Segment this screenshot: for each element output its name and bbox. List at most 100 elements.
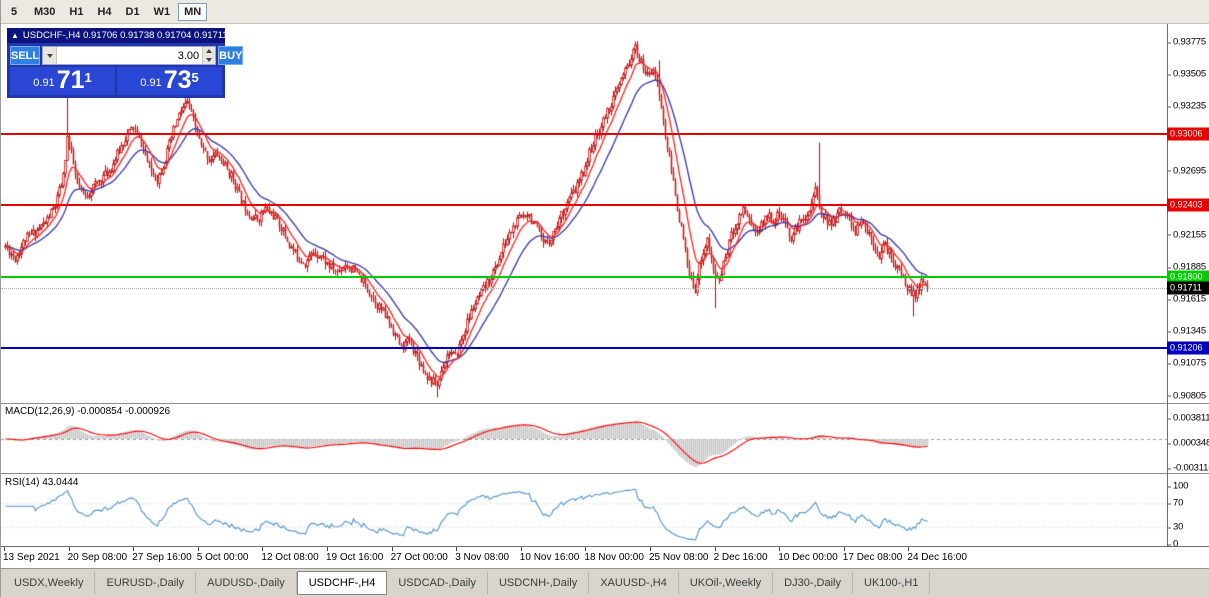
timeframe-button-5[interactable]: 5: [10, 5, 18, 18]
time-axis-label: 2 Dec 16:00: [713, 552, 768, 563]
time-axis-label: 3 Nov 08:00: [455, 552, 510, 563]
timeframe-button-mn[interactable]: MN: [178, 2, 208, 21]
time-axis-label: 20 Sep 08:00: [67, 552, 128, 563]
time-axis-label: 27 Sep 16:00: [132, 552, 192, 563]
one-click-trading-panel: ▲ USDCHF-,H4 0.91706 0.91738 0.91704 0.9…: [7, 28, 244, 98]
ask-price-display[interactable]: 0.91 73 5: [115, 67, 222, 95]
price-axis-label: 0.91075: [1167, 357, 1206, 369]
time-axis-tick: [779, 547, 781, 551]
time-axis-tick: [197, 547, 199, 551]
time-axis-label: 5 Oct 00:00: [196, 552, 249, 563]
arrow-down-icon: [206, 57, 213, 62]
time-axis-tick: [327, 547, 328, 551]
time-axis-tick: [908, 547, 910, 551]
collapse-panel-icon[interactable]: ▲: [11, 30, 19, 40]
macd-indicator-label: MACD(12,26,9) -0.000854 -0.000926: [5, 406, 171, 417]
timeframe-button-h4[interactable]: H4: [97, 5, 112, 18]
macd-panel-canvas[interactable]: [1, 404, 1167, 473]
price-axis-border[interactable]: [1167, 24, 1168, 546]
time-axis-tick: [133, 547, 135, 551]
time-axis-tick: [68, 547, 70, 551]
price-tag-support-blue: 0.91206: [1167, 341, 1209, 355]
price-axis-label: 0.92425: [1167, 197, 1206, 209]
chart-tab-dj30-daily[interactable]: DJ30-,Daily: [773, 572, 854, 594]
chart-tab-usdcad-daily[interactable]: USDCAD-,Daily: [387, 572, 488, 594]
trade-panel-body: SELL BUY 0.91 71 1 0.91: [7, 43, 244, 98]
rsi-axis-label: 70: [1166, 497, 1184, 509]
timeframe-button-m30[interactable]: M30: [34, 5, 56, 18]
sell-button[interactable]: SELL: [10, 46, 41, 65]
time-axis-tick: [585, 547, 587, 551]
volume-dropdown-button[interactable]: [43, 47, 58, 64]
time-axis-label: 10 Nov 16:00: [519, 552, 580, 563]
time-axis-tick: [520, 547, 522, 551]
rsi-indicator-label: RSI(14) 43.0444: [5, 477, 79, 488]
chart-tab-xauusd-h4[interactable]: XAUUSD-,H4: [589, 572, 679, 594]
timeframe-toolbar: 5 M30 H1 H4 D1 W1 MN: [1, 0, 1209, 24]
chart-tab-uk100-h1[interactable]: UK100-,H1: [853, 572, 931, 594]
price-tag-resistance-upper: 0.93006: [1167, 127, 1209, 141]
volume-up-button[interactable]: [203, 47, 216, 56]
macd-panel-separator[interactable]: [1, 403, 1209, 404]
chart-tab-usdx-weekly[interactable]: USDX,Weekly: [3, 572, 96, 594]
chevron-down-icon: [46, 53, 53, 58]
timeframe-button-w1[interactable]: W1: [153, 5, 171, 18]
price-axis-label: 0.93505: [1167, 68, 1206, 80]
rsi-panel-canvas[interactable]: [1, 474, 1167, 546]
price-axis-label: 0.90805: [1167, 390, 1206, 402]
macd-axis-label: 0.003811: [1166, 412, 1209, 424]
timeframe-button-h1[interactable]: H1: [69, 5, 84, 18]
rsi-axis-label: 30: [1166, 521, 1184, 533]
bid-price-big-digits: 71: [56, 66, 85, 94]
chart-tab-usdchf-h4[interactable]: USDCHF-,H4: [296, 571, 388, 595]
macd-axis-label: 0.000348: [1166, 438, 1209, 449]
chart-tab-ukoil-weekly[interactable]: UKOil-,Weekly: [679, 572, 774, 594]
time-axis-tick: [456, 547, 458, 551]
buy-button[interactable]: BUY: [218, 46, 244, 65]
time-axis[interactable]: 13 Sep 2021 20 Sep 08:00 27 Sep 16:00 5 Oct…: [1, 546, 1209, 568]
time-axis-label: 17 Dec 08:00: [842, 552, 903, 563]
time-axis-label: 25 Nov 08:00: [649, 552, 709, 563]
time-axis-tick: [4, 547, 5, 551]
rsi-axis-label: 100: [1166, 480, 1189, 492]
time-axis-label: 18 Nov 00:00: [584, 552, 644, 563]
price-axis-label: 0.91885: [1167, 261, 1206, 273]
ask-price-prefix: 0.91: [140, 77, 162, 89]
bid-price-pipette: 1: [84, 70, 92, 85]
time-axis-tick: [843, 547, 845, 551]
time-axis-label: 10 Dec 00:00: [778, 552, 838, 563]
time-axis-label: 13 Sep 2021: [3, 552, 60, 563]
time-axis-label: 27 Oct 00:00: [390, 552, 448, 563]
time-axis-tick: [650, 547, 651, 551]
bid-price-prefix: 0.91: [33, 77, 55, 89]
time-axis-tick: [391, 547, 393, 551]
time-axis-label: 12 Oct 08:00: [261, 552, 319, 563]
price-tag-support-green: 0.91800: [1167, 270, 1209, 284]
price-axis-label: 0.93235: [1167, 100, 1206, 112]
price-axis-label: 0.93775: [1167, 36, 1206, 48]
price-tag-resistance-lower: 0.92403: [1167, 198, 1209, 212]
time-axis-tick: [262, 547, 264, 551]
volume-down-button[interactable]: [203, 55, 216, 64]
timeframe-button-d1[interactable]: D1: [125, 5, 140, 18]
time-axis-label: 19 Oct 16:00: [326, 552, 384, 563]
volume-control: [42, 46, 217, 65]
time-axis-tick: [714, 547, 716, 551]
chart-tab-audusd-daily[interactable]: AUDUSD-,Daily: [196, 572, 297, 594]
chart-tabs-bar: USDX,Weekly EURUSD-,Daily AUDUSD-,Daily USD…: [1, 568, 1209, 597]
price-axis-label: 0.92155: [1167, 229, 1206, 241]
trade-panel-titlebar[interactable]: ▲ USDCHF-,H4 0.91706 0.91738 0.91704 0.9…: [7, 28, 225, 43]
trade-panel-title-text: USDCHF-,H4 0.91706 0.91738 0.91704 0.917…: [22, 30, 225, 41]
bid-price-display[interactable]: 0.91 71 1: [10, 67, 115, 95]
arrow-up-icon: [206, 49, 213, 54]
price-axis-label: 0.92695: [1167, 165, 1206, 177]
ask-price-pipette: 5: [191, 70, 199, 85]
volume-input[interactable]: [57, 47, 203, 64]
ask-price-big-digits: 73: [163, 66, 192, 94]
chart-tab-eurusd-daily[interactable]: EURUSD-,Daily: [95, 572, 197, 594]
price-axis-label: 0.92965: [1167, 132, 1206, 144]
current-price-tag: 0.91711: [1167, 281, 1209, 295]
chart-tab-usdcnh-daily[interactable]: USDCNH-,Daily: [488, 572, 590, 594]
rsi-panel-separator[interactable]: [1, 473, 1209, 474]
